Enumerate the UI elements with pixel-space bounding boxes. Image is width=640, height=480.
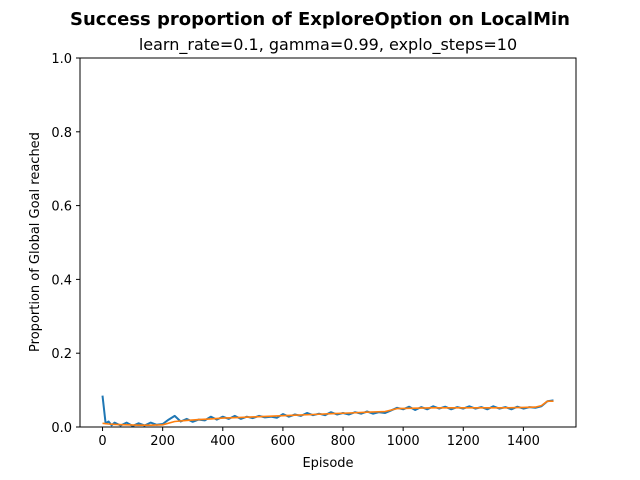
y-tick-label: 0.0 <box>51 421 72 436</box>
plot-frame <box>79 57 577 428</box>
x-tick-label: 0 <box>98 434 106 449</box>
x-axis-label: Episode <box>302 456 353 471</box>
x-tick-label: 200 <box>150 434 175 449</box>
y-tick-label: 1.0 <box>51 52 72 67</box>
y-axis-ticks: 0.0 0.2 0.4 0.6 0.8 1.0 <box>51 52 80 436</box>
x-tick-label: 800 <box>331 434 356 449</box>
x-tick-label: 600 <box>270 434 295 449</box>
y-tick-label: 0.2 <box>51 347 72 362</box>
x-axis-ticks: 0 200 400 600 800 1000 1200 1400 <box>98 427 540 449</box>
series-line-2 <box>102 400 554 427</box>
y-tick-label: 0.6 <box>51 200 72 215</box>
series-line-1 <box>101 395 554 427</box>
y-tick-label: 0.8 <box>51 126 72 141</box>
y-tick-label: 0.4 <box>51 273 72 288</box>
x-tick-label: 1000 <box>387 434 420 449</box>
series-layer <box>101 395 554 427</box>
chart-title: learn_rate=0.1, gamma=0.99, explo_steps=… <box>139 35 517 55</box>
x-tick-label: 1400 <box>507 434 540 449</box>
y-axis-label: Proportion of Global Goal reached <box>28 132 43 352</box>
chart-suptitle: Success proportion of ExploreOption on L… <box>70 9 570 30</box>
x-tick-label: 400 <box>210 434 235 449</box>
x-tick-label: 1200 <box>447 434 480 449</box>
